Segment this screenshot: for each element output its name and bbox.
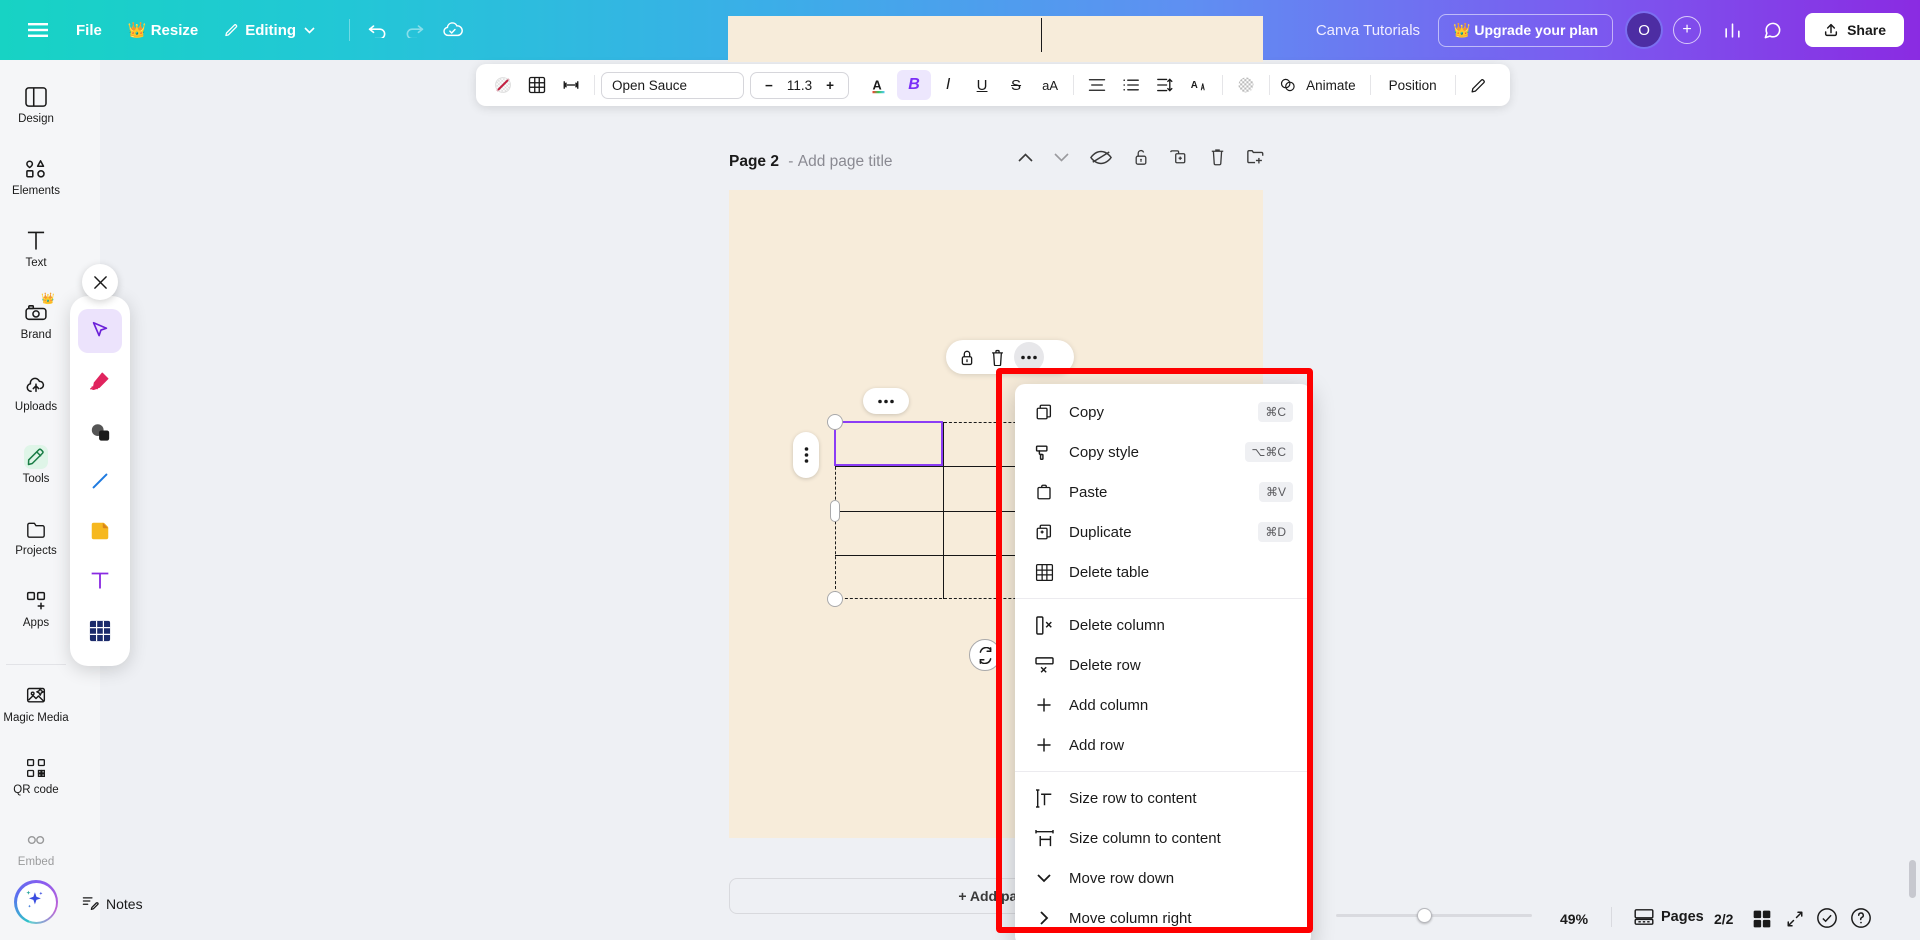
svg-text:A: A [873,78,882,93]
svg-text:A: A [1191,80,1198,91]
